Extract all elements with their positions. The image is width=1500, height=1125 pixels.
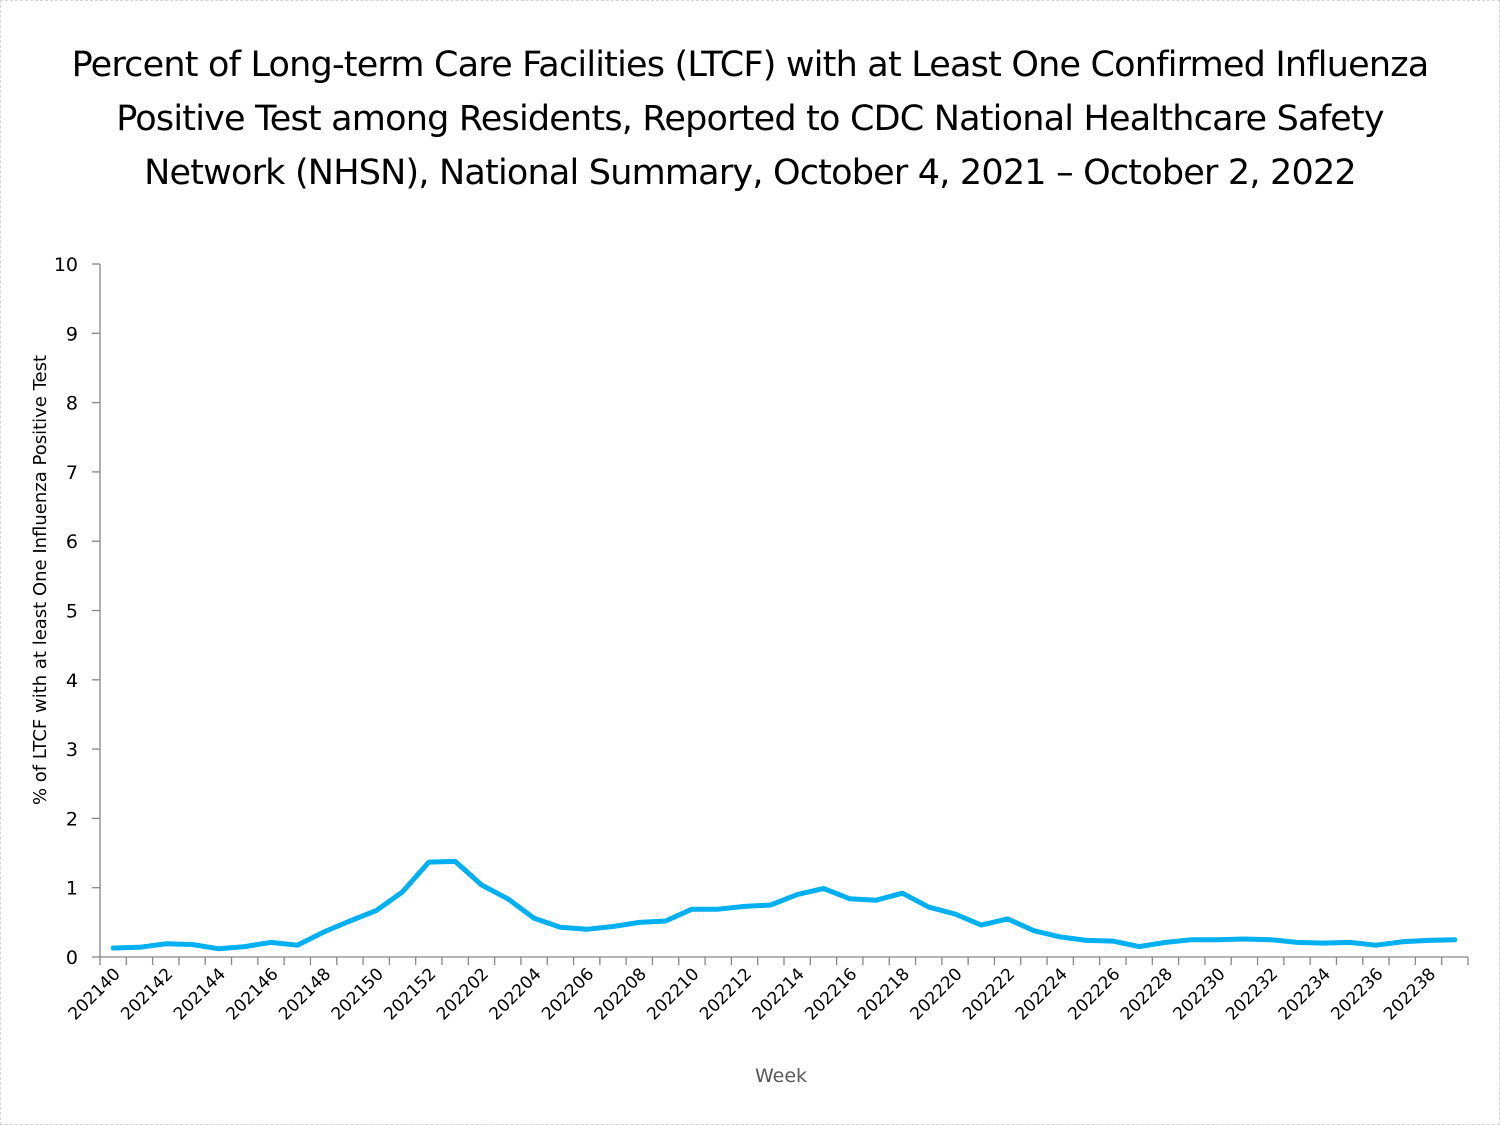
x-tick-label: 202204 [486,964,546,1024]
x-tick-label: 202202 [433,964,493,1024]
x-tick-label: 202238 [1380,964,1440,1024]
x-tick-label: 202216 [801,964,861,1024]
series-line [110,858,1458,952]
x-tick-label: 202224 [1012,964,1072,1024]
chart-title-line-2: Positive Test among Residents, Reported … [116,99,1384,139]
y-tick-label: 0 [66,947,78,969]
x-tick-label: 202230 [1170,964,1230,1024]
x-tick-label: 202210 [643,964,703,1024]
y-tick-label: 6 [66,531,78,553]
x-tick-label: 202212 [696,964,756,1024]
x-tick-label: 202222 [959,964,1019,1024]
chart-title: Percent of Long-term Care Facilities (LT… [0,38,1500,200]
y-tick-label: 8 [66,393,78,415]
x-tick-label: 202232 [1222,964,1282,1024]
x-tick-label: 202220 [906,964,966,1024]
chart-title-line-1: Percent of Long-term Care Facilities (LT… [71,45,1430,85]
x-tick-label: 202234 [1275,964,1335,1024]
x-tick-label: 202228 [1117,964,1177,1024]
x-axis-title: Week [755,1065,807,1087]
chart-title-line-3: Network (NHSN), National Summary, Octobe… [144,153,1357,193]
y-tick-label: 7 [66,462,78,484]
y-axis: 0 1 2 3 4 5 6 7 8 9 10 [54,254,101,969]
y-tick-label: 3 [66,739,78,761]
series-group [110,858,1458,952]
x-tick-label: 202150 [328,964,388,1024]
x-tick-label: 202146 [222,964,282,1024]
x-tick-label: 202226 [1064,964,1124,1024]
y-tick-label: 4 [66,670,78,692]
x-tick-label: 202148 [275,964,335,1024]
x-tick-label: 202208 [591,964,651,1024]
x-axis: 2021402021422021442021462021482021502021… [65,956,1469,1024]
x-tick-label: 202140 [65,964,125,1024]
x-tick-label: 202236 [1327,964,1387,1024]
x-tick-label: 202218 [854,964,914,1024]
x-tick-label: 202142 [117,964,177,1024]
x-tick-label: 202206 [538,964,598,1024]
x-tick-label: 202214 [749,964,809,1024]
x-tick-label: 202152 [380,964,440,1024]
y-tick-label: 2 [66,808,78,830]
y-axis-title: % of LTCF with at least One Influenza Po… [30,355,51,805]
y-tick-label: 5 [66,601,78,623]
y-tick-label: 10 [54,254,78,276]
y-tick-label: 1 [66,878,78,900]
x-tick-label: 202144 [170,964,230,1024]
y-tick-label: 9 [66,323,78,345]
